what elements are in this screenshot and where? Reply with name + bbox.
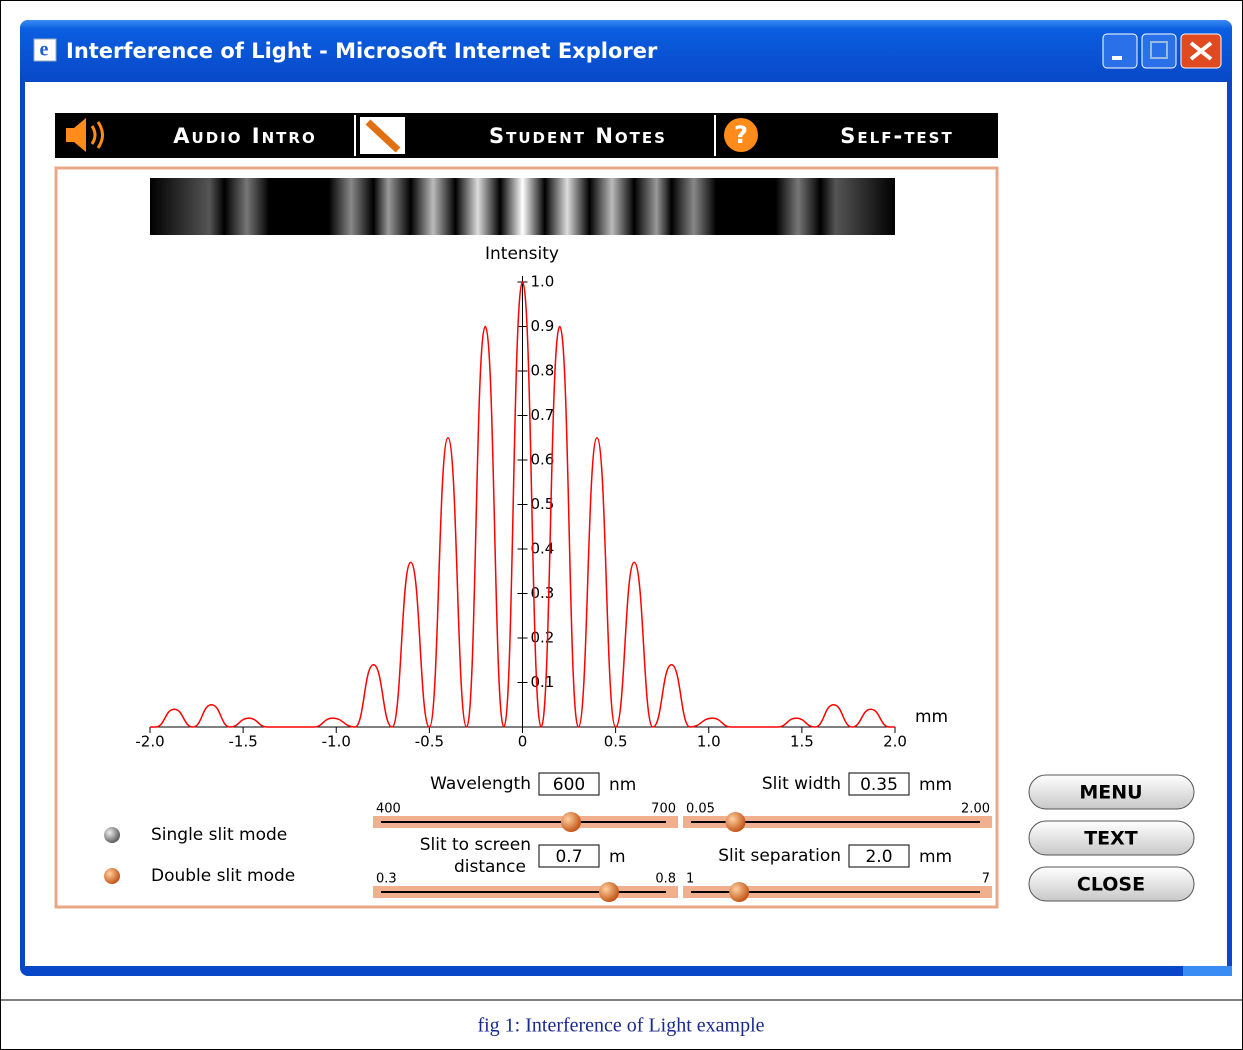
minimize-glyph xyxy=(1112,56,1122,60)
slider-max: 7 xyxy=(982,872,990,887)
slider-max: 0.8 xyxy=(655,872,676,887)
window-title: Interference of Light - Microsoft Intern… xyxy=(66,39,658,63)
mode-label[interactable]: Double slit mode xyxy=(151,866,295,886)
screenshot: fig 1: Interference of Light example e I… xyxy=(0,0,1243,1050)
y-tick-label: 0.7 xyxy=(531,406,555,424)
x-tick-label: 0 xyxy=(518,733,528,751)
simulation-panel xyxy=(56,168,997,907)
slider-label: Wavelength xyxy=(430,774,531,794)
slider-max: 2.00 xyxy=(961,802,990,817)
x-tick-label: 1.0 xyxy=(697,733,721,751)
y-tick-label: 0.9 xyxy=(531,317,555,335)
x-tick-label: 2.0 xyxy=(883,733,907,751)
x-tick-label: 0.5 xyxy=(604,733,628,751)
mode-label[interactable]: Single slit mode xyxy=(151,825,287,845)
y-tick-label: 0.6 xyxy=(531,451,555,469)
slider-unit: mm xyxy=(919,847,952,867)
y-tick-label: 0.1 xyxy=(531,673,555,691)
x-tick-label: -1.0 xyxy=(322,733,351,751)
slider-knob[interactable] xyxy=(725,812,745,832)
y-tick-label: 0.8 xyxy=(531,362,555,380)
x-axis-unit: mm xyxy=(915,707,948,727)
slider-knob[interactable] xyxy=(599,882,619,902)
fringe-pattern xyxy=(150,178,895,235)
slider-value: 2.0 xyxy=(865,847,892,867)
x-tick-label: -2.0 xyxy=(135,733,164,751)
toolbar-item[interactable]: Audio Intro xyxy=(173,124,316,148)
x-tick-label: 1.5 xyxy=(790,733,814,751)
help-glyph: ? xyxy=(734,121,748,149)
x-tick-label: -1.5 xyxy=(228,733,257,751)
slider-min: 400 xyxy=(376,802,401,817)
y-tick-label: 1.0 xyxy=(531,273,555,291)
slider-knob[interactable] xyxy=(729,882,749,902)
x-tick-label: -0.5 xyxy=(415,733,444,751)
button-label[interactable]: CLOSE xyxy=(1077,874,1145,896)
caption: fig 1: Interference of Light example xyxy=(477,1015,764,1037)
status-corner xyxy=(1183,966,1232,976)
ie-glyph: e xyxy=(40,39,49,61)
slider-label: Slit separation xyxy=(718,846,841,866)
minimize-button[interactable] xyxy=(1103,34,1137,68)
slider-unit: mm xyxy=(919,775,952,795)
slider-value: 0.35 xyxy=(860,775,898,795)
y-axis-label: Intensity xyxy=(485,244,559,264)
toolbar-item[interactable]: Student Notes xyxy=(489,124,667,148)
slider-unit: nm xyxy=(609,775,636,795)
maximize-button[interactable] xyxy=(1142,34,1176,68)
toolbar-item[interactable]: Self-test xyxy=(840,124,953,148)
button-label[interactable]: MENU xyxy=(1079,782,1142,804)
slider-min: 0.05 xyxy=(686,802,715,817)
nav-buttons: MENU TEXT CLOSE xyxy=(1029,775,1194,901)
slider-unit: m xyxy=(609,847,626,867)
slider-value: 0.7 xyxy=(555,847,582,867)
radio-double[interactable] xyxy=(104,868,120,884)
radio-single[interactable] xyxy=(104,827,120,843)
window-controls xyxy=(1103,34,1221,68)
slider-min: 0.3 xyxy=(376,872,397,887)
slider-value: 600 xyxy=(553,775,585,795)
button-label[interactable]: TEXT xyxy=(1084,828,1138,850)
slider-knob[interactable] xyxy=(561,812,581,832)
slider-min: 1 xyxy=(686,872,694,887)
slider-max: 700 xyxy=(651,802,676,817)
slider-label: Slit width xyxy=(762,774,841,794)
